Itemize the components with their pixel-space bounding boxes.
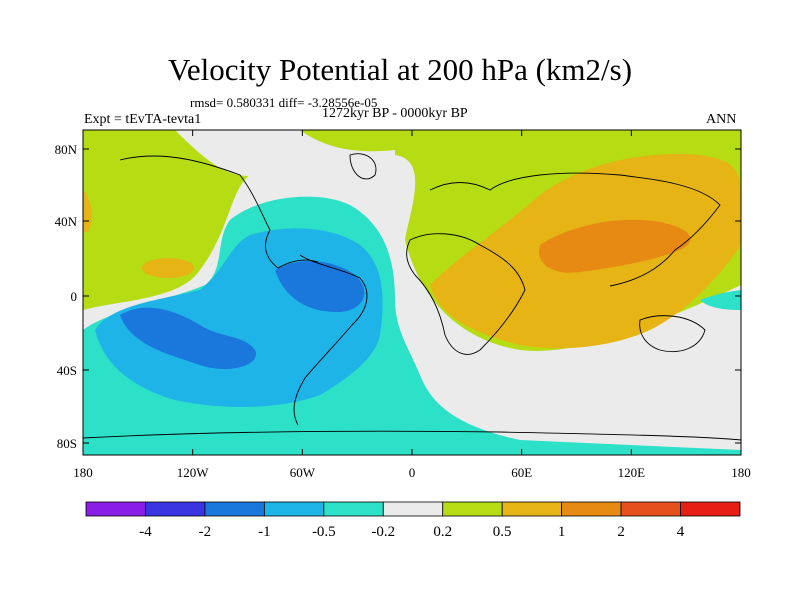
colorbar-label: 0.5: [493, 524, 512, 540]
colorbar-label: -0.5: [312, 524, 336, 540]
colorbar-label: -2: [199, 524, 212, 540]
colorbar-swatch: [204, 501, 265, 517]
colorbar-labels: -4 -2 -1 -0.5 -0.2 0.2 0.5 1 2 4: [139, 524, 685, 540]
colorbar-swatch: [561, 501, 622, 517]
coast-africa: [406, 233, 526, 355]
lon-label: 0: [409, 465, 416, 480]
colorbar-swatch: [442, 501, 503, 517]
stats-line: rmsd= 0.580331 diff= -3.28556e-05: [190, 95, 378, 110]
colorbar-label: 0.2: [433, 524, 452, 540]
experiment-label: Expt = tEvTA-tevta1: [84, 112, 202, 127]
colorbar-label: 4: [677, 524, 685, 540]
colorbar-label: -0.2: [371, 524, 395, 540]
lon-label: 120W: [177, 465, 210, 480]
lon-label: 60W: [290, 465, 316, 480]
colorbar-swatch: [382, 501, 444, 517]
lat-label: 40N: [55, 214, 78, 229]
field-patch-pacific: [142, 258, 194, 278]
colorbar-label: 1: [558, 524, 566, 540]
coast-north-america: [119, 155, 319, 269]
lon-label: 180: [73, 465, 93, 480]
colorbar-label: 2: [617, 524, 625, 540]
colorbar-swatch: [263, 501, 325, 517]
colorbar-swatch: [323, 501, 384, 517]
coast-greenland: [349, 153, 377, 180]
field-patch-east-pacific: [700, 290, 741, 310]
coast-australia: [639, 315, 706, 352]
lat-label: 80S: [57, 436, 77, 451]
season-label: ANN: [706, 112, 737, 127]
lon-label: 60E: [511, 465, 532, 480]
plot-title: Velocity Potential at 200 hPa (km2/s): [167, 52, 633, 87]
field-band-near-zero-north: [175, 130, 395, 176]
map-field: [83, 130, 741, 455]
lon-label: 180: [731, 465, 751, 480]
period-label: 1272kyr BP - 0000kyr BP: [322, 106, 468, 121]
colorbar-swatch: [145, 501, 206, 517]
coast-south-america: [293, 254, 368, 426]
colorbar-label: -4: [139, 524, 152, 540]
latitude-labels: 80N 40N 0 40S 80S: [55, 142, 78, 451]
field-core-pacific: [120, 307, 256, 370]
coast-eurasia: [429, 172, 721, 287]
map-ticks: [82, 130, 742, 455]
longitude-labels: 180 120W 60W 0 60E 120E 180: [73, 465, 751, 480]
colorbar: [85, 501, 741, 517]
lat-label: 0: [71, 289, 78, 304]
field-core-amazon: [275, 260, 365, 313]
colorbar-swatch: [85, 501, 146, 517]
colorbar-label: -1: [258, 524, 271, 540]
colorbar-swatch: [501, 501, 563, 517]
lat-label: 40S: [57, 363, 77, 378]
colorbar-swatch: [620, 501, 681, 517]
lat-label: 80N: [55, 142, 78, 157]
colorbar-swatch: [680, 501, 741, 517]
lon-label: 120E: [618, 465, 646, 480]
field-core-asia: [539, 219, 691, 273]
coastlines: [83, 153, 741, 441]
coast-antarctica: [83, 430, 741, 441]
